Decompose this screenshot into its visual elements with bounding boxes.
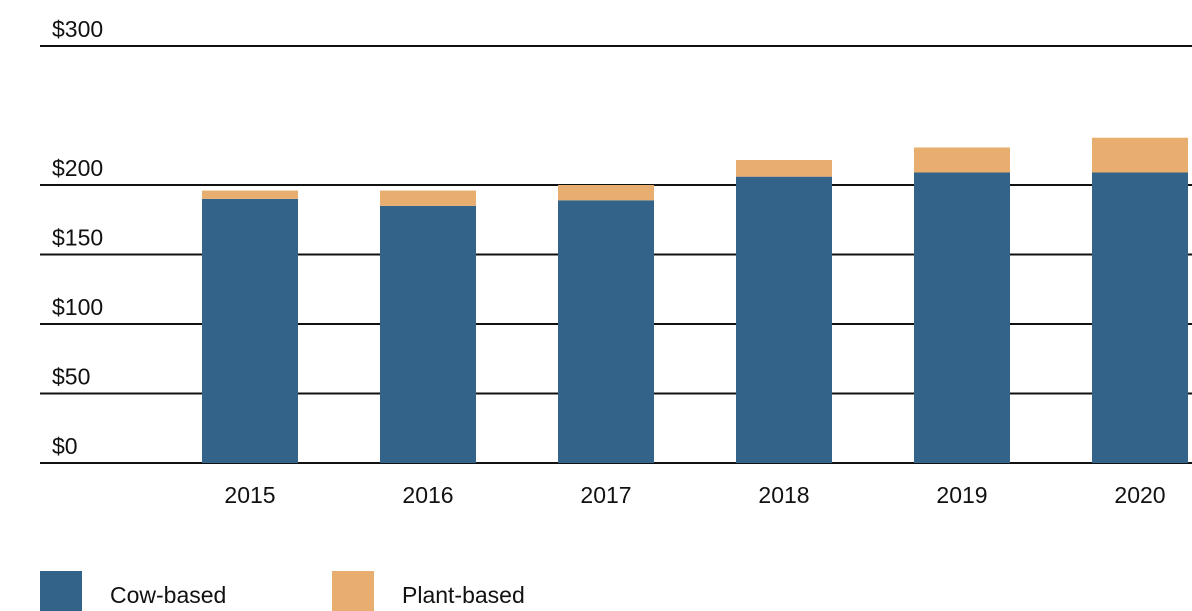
bar-segment <box>558 185 654 201</box>
x-tick-label: 2018 <box>758 482 809 508</box>
bar-segment <box>202 198 298 463</box>
bar-segment <box>202 190 298 199</box>
bar-segment <box>914 147 1010 173</box>
x-tick-label: 2017 <box>580 482 631 508</box>
bar-segment <box>736 159 832 177</box>
bar-segment <box>380 190 476 206</box>
y-tick-label: $200 <box>52 155 103 181</box>
bar-segment <box>380 205 476 463</box>
legend-label: Plant-based <box>402 582 525 608</box>
y-tick-label: $50 <box>52 364 90 390</box>
bar-segment <box>1092 172 1188 464</box>
legend-label: Cow-based <box>110 582 226 608</box>
legend-swatch <box>332 571 374 611</box>
y-tick-label: $150 <box>52 225 103 251</box>
bar-segment <box>914 172 1010 464</box>
x-tick-label: 2016 <box>402 482 453 508</box>
bar-segment <box>1092 137 1188 173</box>
y-tick-label: $0 <box>52 433 78 459</box>
x-tick-label: 2015 <box>224 482 275 508</box>
legend-swatch <box>40 571 82 611</box>
bar-segment <box>736 176 832 463</box>
y-tick-label: $300 <box>52 16 103 42</box>
y-tick-label: $100 <box>52 294 103 320</box>
x-tick-label: 2020 <box>1114 482 1165 508</box>
bar-segment <box>558 200 654 464</box>
x-tick-label: 2019 <box>936 482 987 508</box>
